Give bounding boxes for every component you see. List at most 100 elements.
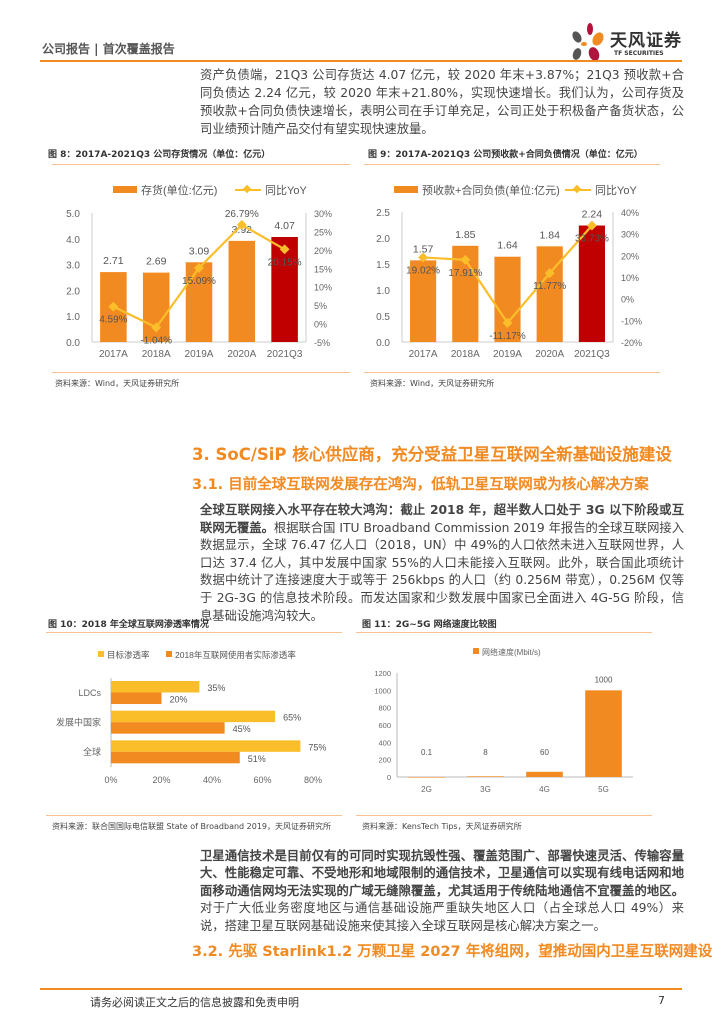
bar — [185, 262, 213, 342]
fig11-chart: 网络速度(Mbit/s) 0 200 400 600 800 1000 1200 0.1 2G 8 3… — [374, 647, 633, 794]
y-tick-label: 0.0 — [66, 338, 80, 349]
fig10-source: 资料来源：联合国国际电信联盟 State of Broadband 2019，天… — [52, 822, 332, 831]
footer-divider — [40, 988, 682, 990]
legend-label: 网络速度(Mbit/s) — [482, 647, 541, 657]
y2-tick-label: 10% — [621, 273, 639, 283]
legend-bar-label: 存货(单位:亿元) — [141, 183, 217, 197]
y2-tick-label: 0% — [621, 295, 634, 305]
legend-bar-swatch — [113, 186, 137, 193]
x-tick-label: 4G — [539, 785, 550, 794]
fig10-bottom-divider — [46, 815, 342, 816]
legend-line-label: 同比YoY — [595, 184, 637, 197]
fig11-bottom-divider — [356, 815, 652, 816]
fig10-title: 图 10：2018 年全球互联网渗透率情况 — [48, 620, 209, 630]
y2-tick-label: 10% — [314, 283, 332, 293]
brand-name-en: TF SECURITIES — [614, 50, 664, 57]
bar-value-label: 4.07 — [274, 220, 295, 232]
legend-bar-swatch — [394, 186, 418, 193]
yoy-value-label: 11.77% — [533, 281, 566, 292]
section-3-heading: 3. SoC/SiP 核心供应商，充分受益卫星互联网全新基础设施建设 — [192, 445, 672, 464]
fig11-divider — [356, 632, 652, 633]
bar — [271, 236, 298, 342]
page-number: 7 — [658, 994, 665, 1007]
yoy-value-label: 26.79% — [225, 209, 259, 220]
section-3-2-heading: 3.2. 先驱 Starlink1.2 万颗卫星 2027 年将组网，望推动国内… — [192, 944, 713, 960]
y2-tick-label: 25% — [314, 227, 332, 237]
bar-value-label: 2.71 — [103, 255, 124, 267]
bar — [585, 690, 622, 777]
legend-line-marker — [242, 184, 252, 194]
header-divider — [40, 60, 682, 62]
bar-value-label: 2.24 — [582, 209, 603, 221]
x-tick-label: 2020A — [535, 349, 564, 360]
bar-value-label: 51% — [248, 754, 266, 764]
yoy-point — [502, 317, 513, 328]
bar-value-label: 1000 — [595, 675, 613, 684]
yoy-point — [108, 301, 119, 312]
y-tick-label: 4.0 — [66, 235, 80, 246]
x-tick-label: 20% — [152, 775, 170, 785]
yoy-point — [194, 263, 204, 273]
y-tick-label: 5.0 — [66, 209, 80, 220]
fig11-source: 资料来源：KensTech Tips，天风证券研究所 — [362, 822, 522, 831]
brand-logo: 天风证券 TF SECURITIES — [566, 22, 686, 62]
legend-line-label: 同比YoY — [265, 184, 307, 197]
y2-tick-label: 20% — [314, 246, 332, 256]
y2-tick-label: 20% — [621, 251, 639, 261]
bar — [111, 751, 240, 764]
bar — [408, 776, 445, 778]
yoy-point — [151, 322, 162, 333]
header-report-type: 公司报告 | 首次覆盖报告 — [42, 42, 175, 56]
petal-logo-icon — [572, 23, 604, 61]
category-label: 全球 — [83, 746, 101, 757]
x-tick-label: 80% — [304, 775, 322, 785]
fig9-divider — [364, 164, 660, 165]
y-tick-label: 2.5 — [376, 208, 390, 219]
legend-target-label: 目标渗透率 — [107, 650, 150, 660]
bar — [111, 692, 162, 704]
bar-value-label: 1.85 — [455, 229, 476, 241]
y2-tick-label: -10% — [621, 316, 642, 326]
satellite-lead: 卫星通信技术是目前仅有的可同时实现抗毁性强、覆盖范围广、部署快速灵活、传输容量大… — [200, 849, 684, 898]
legend-bar-label: 预收款+合同负债(单位:亿元) — [422, 183, 560, 197]
y-tick-label: 0.5 — [376, 312, 390, 323]
yoy-point — [236, 219, 247, 230]
bar — [526, 771, 563, 777]
x-tick-label: 5G — [598, 785, 609, 794]
bar-value-label: 20% — [170, 695, 188, 705]
bar-value-label: 60 — [540, 748, 549, 757]
y-tick-label: 1.0 — [66, 312, 80, 323]
y2-tick-label: 40% — [621, 208, 639, 218]
bar — [578, 225, 605, 342]
fig9-chart: 预收款+合同负债(单位:亿元) 同比YoY 0.0 0.5 1.0 1.5 2.0 2.5 -2… — [376, 183, 642, 360]
yoy-value-label: 19.02% — [406, 265, 440, 276]
x-tick-label: 2020A — [227, 349, 256, 360]
bar — [228, 240, 256, 342]
y-tick-label: 200 — [378, 756, 391, 765]
intro-paragraph: 资产负债端，21Q3 公司存货达 4.07 亿元，较 2020 年末+3.87%… — [200, 68, 684, 136]
x-tick-label: 2021Q3 — [574, 349, 610, 360]
x-tick-label: 3G — [480, 785, 491, 794]
yoy-value-label: 20.15% — [268, 257, 302, 268]
fig8-bottom-divider — [52, 372, 350, 373]
fig10-divider — [46, 632, 342, 633]
category-label: 发展中国家 — [56, 717, 101, 728]
legend-line-marker — [572, 184, 582, 194]
footer-disclaimer[interactable]: 请务必阅读正文之后的信息披露和免责申明 — [90, 996, 299, 1009]
y-tick-label: 1.5 — [376, 260, 390, 271]
fig9-source: 资料来源：Wind，天风证券研究所 — [370, 379, 495, 388]
y2-tick-label: 30% — [621, 230, 639, 240]
bar — [111, 722, 225, 734]
y-tick-label: 1200 — [374, 669, 391, 678]
fig9-title: 图 9：2017A-2021Q3 公司预收款+合同负债情况（单位：亿元） — [368, 150, 643, 160]
brand-name: 天风证券 — [610, 31, 682, 51]
bar-value-label: 3.09 — [189, 245, 210, 257]
fig8-title: 图 8：2017A-2021Q3 公司存货情况（单位：亿元） — [48, 150, 271, 160]
fig10-chart: 目标渗透率 2018年互联网使用者实际渗透率 LDCs 35% 20% 发展中国家 65% 4… — [56, 650, 326, 785]
legend-target-swatch — [98, 651, 104, 657]
satellite-body: 对于广大低业务密度地区与通信基础设施严重缺失地区人口（占全球总人口 49%）来说… — [200, 901, 684, 933]
x-tick-label: 2017A — [99, 349, 128, 360]
bar — [111, 681, 200, 693]
x-tick-label: 2G — [421, 785, 432, 794]
fig11-title: 图 11：2G~5G 网络速度比较图 — [362, 620, 497, 630]
